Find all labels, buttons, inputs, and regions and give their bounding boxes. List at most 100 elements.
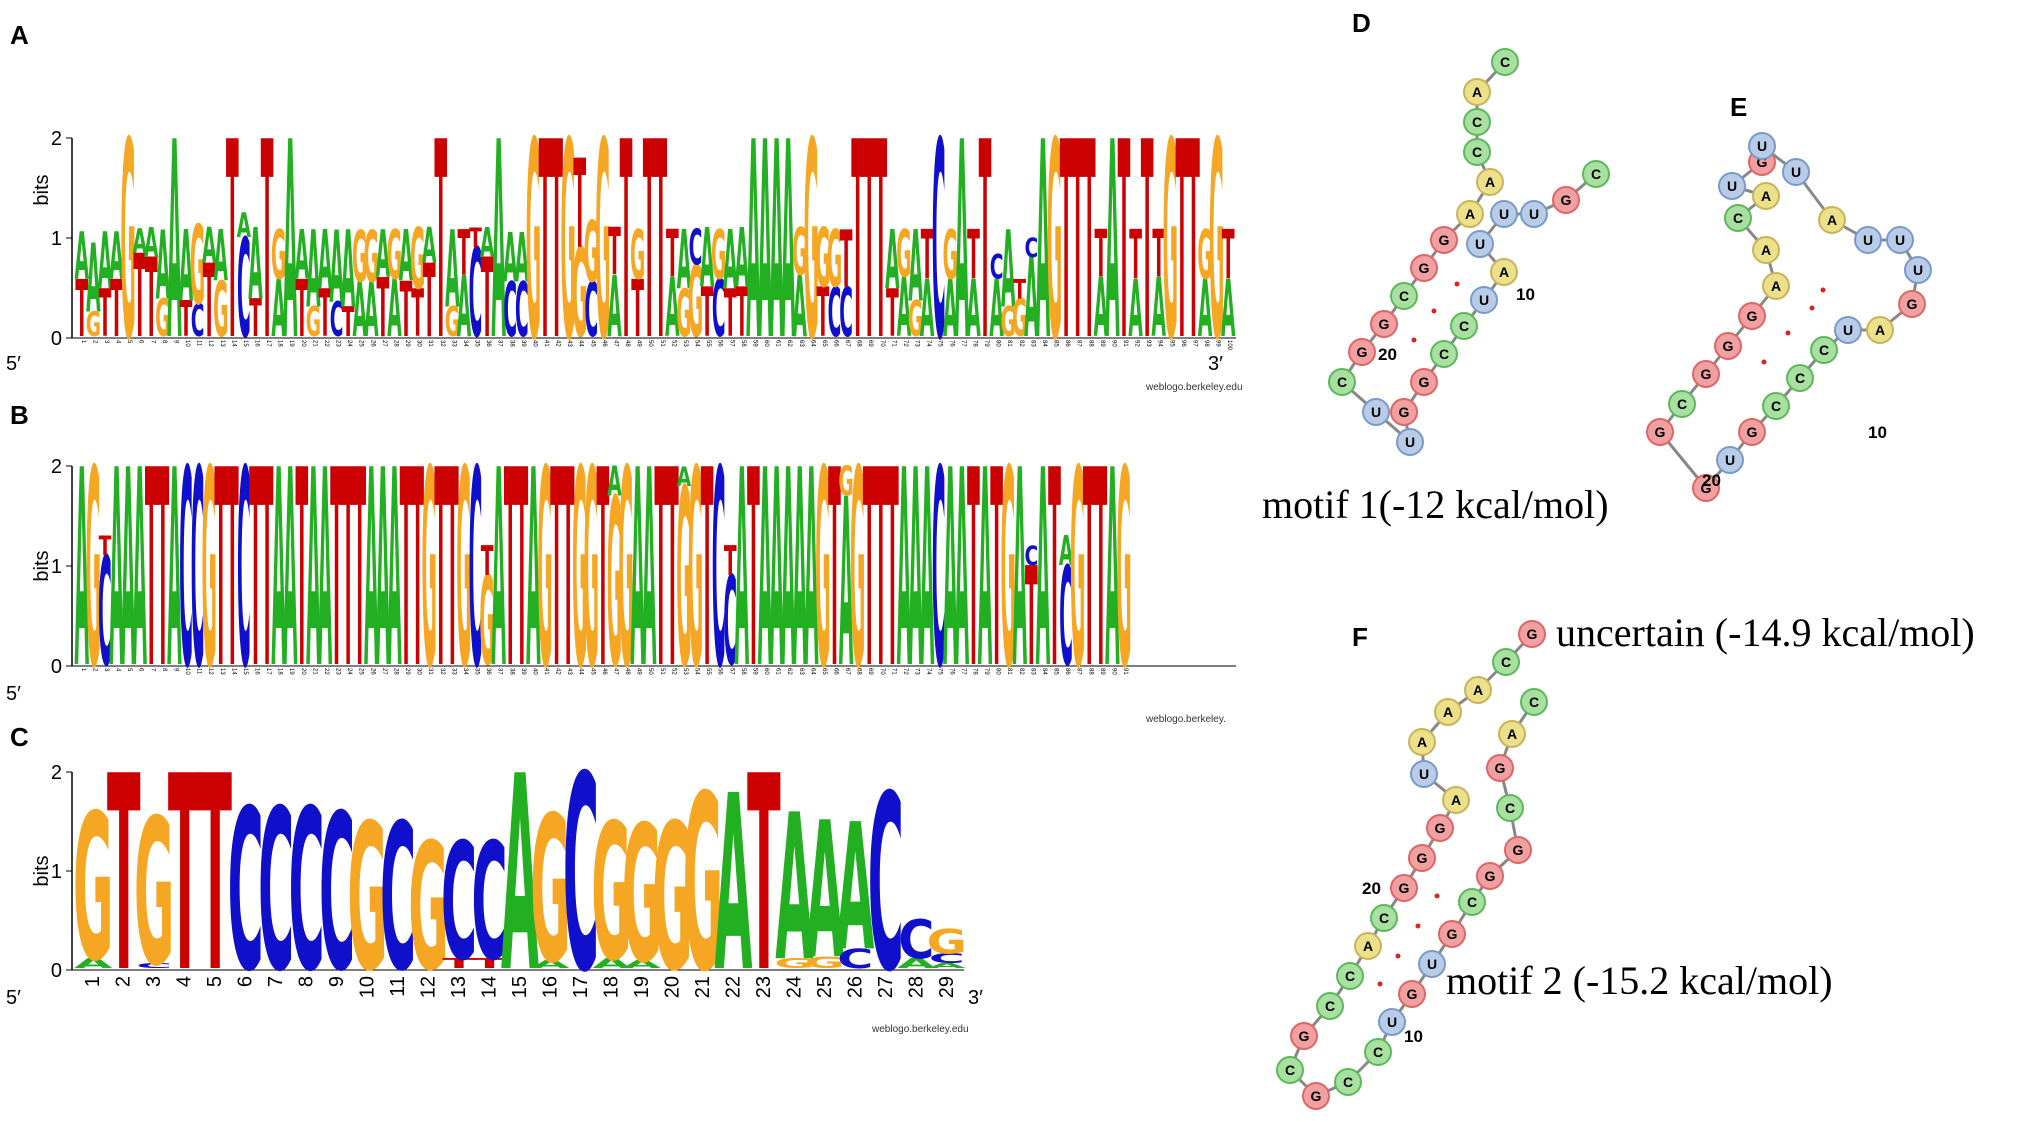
logo-letter-a-31-T: T (423, 244, 436, 361)
logo-letter-b-79-A: A (978, 414, 992, 729)
position-label-c-27: 27 (875, 976, 897, 998)
position-label-a-73: 73 (914, 340, 920, 347)
position-label-b-78: 78 (971, 668, 977, 675)
position-label-b-69: 69 (867, 668, 873, 675)
logo-letter-a-35-C: C (469, 223, 483, 366)
nucleotide-node-f-4 (1434, 698, 1462, 726)
logo-letter-a-37-A: A (491, 86, 505, 401)
position-label-b-40: 40 (531, 668, 537, 675)
position-label-a-25: 25 (358, 340, 364, 347)
logo-letter-b-17-T: T (261, 414, 274, 729)
y-axis-label-b: bits (31, 550, 53, 581)
logo-letter-b-52-T: T (666, 414, 679, 729)
position-label-a-30: 30 (416, 340, 422, 347)
nucleotide-label-e-5: A (1761, 242, 1771, 258)
position-label-b-87: 87 (1076, 668, 1082, 675)
logo-letter-b-6-A: A (132, 414, 146, 729)
position-label-b-57: 57 (728, 668, 734, 675)
position-label-a-80: 80 (995, 340, 1001, 347)
position-label-a-6: 6 (138, 340, 144, 344)
nucleotide-label-f-14: C (1325, 998, 1335, 1014)
nucleotide-label-e-26: U (1757, 138, 1767, 154)
nucleotide-node-d-5 (1476, 168, 1504, 196)
position-label-b-79: 79 (983, 668, 989, 675)
position-label-a-14: 14 (230, 340, 236, 347)
logo-letter-b-38-T: T (504, 414, 517, 729)
credit-a: weblogo.berkeley.edu (1145, 382, 1243, 393)
nucleotide-label-d-20: A (1499, 264, 1509, 280)
position-label-a-59: 59 (751, 340, 757, 347)
logo-letter-b-15-C: C (237, 414, 251, 729)
nucleotide-node-d-21 (1466, 230, 1494, 258)
logo-letter-a-52-A: A (665, 260, 680, 355)
logo-letter-a-15-A: A (237, 207, 252, 245)
logo-letter-b-82-A: A (1013, 414, 1027, 729)
logo-letter-b-44-G: G (572, 414, 587, 729)
position-label-b-66: 66 (832, 668, 838, 675)
nucleotide-label-d-19: U (1479, 292, 1489, 308)
position-label-a-4: 4 (115, 340, 121, 344)
logo-letter-b-86-C: C (1059, 538, 1073, 696)
logo-letter-a-14-T: T (226, 86, 239, 401)
panel-letter-c: C (10, 722, 29, 752)
caption-e: uncertain (-14.9 kcal/mol) (1556, 610, 1975, 655)
nucleotide-label-f-3: A (1473, 682, 1483, 698)
base-pair-e-1 (1820, 287, 1826, 293)
position-label-b-86: 86 (1064, 668, 1070, 675)
logo-letter-a-83-C: C (1025, 232, 1039, 263)
logo-letter-b-49-A: A (630, 414, 644, 729)
logo-letter-a-43-G: G (560, 86, 575, 401)
position-label-b-84: 84 (1041, 668, 1047, 675)
position-label-b-26: 26 (369, 668, 375, 675)
logo-letter-c-14-T: T (473, 956, 507, 971)
position-label-a-61: 61 (775, 340, 781, 347)
position-label-a-22: 22 (323, 340, 329, 347)
position-label-b-16: 16 (253, 668, 259, 675)
logo-letter-a-53-G: G (676, 278, 691, 353)
position-label-b-74: 74 (925, 668, 931, 675)
logo-letter-b-11-C: C (191, 414, 205, 729)
position-label-b-29: 29 (404, 668, 410, 675)
logo-letter-c-19-G: G (622, 786, 662, 1005)
logo-letter-b-85-T: T (1048, 414, 1061, 729)
logo-letter-a-53-A: A (677, 213, 692, 308)
logo-letter-a-47-T: T (608, 216, 621, 291)
logo-letter-a-39-A: A (515, 219, 530, 298)
nucleotide-node-d-7 (1430, 226, 1458, 254)
position-label-b-31: 31 (427, 668, 433, 675)
nucleotide-label-f-17: G (1311, 1088, 1322, 1104)
logo-letter-a-91-T: T (1118, 86, 1131, 401)
nucleotide-node-d-22 (1490, 200, 1518, 228)
logo-letter-b-90-A: A (1105, 414, 1119, 729)
logo-letter-b-22-A: A (318, 414, 332, 729)
nucleotide-label-e-25: U (1791, 164, 1801, 180)
logo-letter-c-15-A: A (501, 719, 539, 1032)
position-label-b-88: 88 (1087, 668, 1093, 675)
nucleotide-label-f-24: C (1467, 894, 1477, 910)
logo-letter-b-56-C: C (712, 414, 726, 729)
position-label-b-7: 7 (149, 668, 155, 672)
logo-letter-a-11-G: G (190, 204, 205, 329)
position-label-b-47: 47 (612, 668, 618, 675)
base-pair-d-2 (1431, 308, 1437, 314)
position-label-a-53: 53 (682, 340, 688, 347)
logo-letter-a-90-A: A (1105, 86, 1119, 401)
logo-letter-a-26-G: G (364, 217, 379, 299)
nucleotide-node-f-15 (1290, 1022, 1318, 1050)
nucleotide-label-e-21: U (1913, 262, 1923, 278)
logo-letter-a-79-T: T (979, 86, 992, 401)
position-label-a-75: 75 (937, 340, 943, 347)
position-label-a-62: 62 (786, 340, 792, 347)
position-label-b-80: 80 (995, 668, 1001, 675)
position-label-b-12: 12 (207, 668, 213, 675)
position-label-c-18: 18 (600, 976, 622, 998)
nucleotide-node-e-13 (1716, 446, 1744, 474)
logo-letter-a-11-C: C (191, 296, 205, 348)
nucleotide-node-d-12 (1328, 368, 1356, 396)
position-label-a-60: 60 (763, 340, 769, 347)
position-label-a-1: 1 (80, 340, 86, 344)
nucleotide-label-f-16: C (1285, 1062, 1295, 1078)
position-label-b-85: 85 (1053, 668, 1059, 675)
tick-label-2-b: 2 (51, 456, 62, 478)
